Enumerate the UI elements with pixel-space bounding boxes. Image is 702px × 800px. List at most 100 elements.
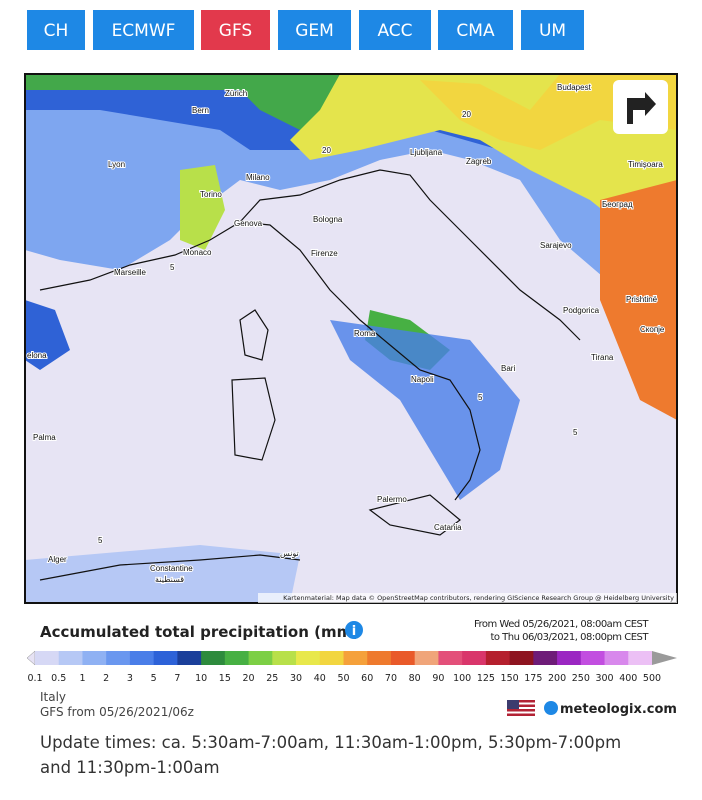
bar-segment [224, 651, 250, 665]
city-label: Firenze [311, 249, 338, 258]
tab-label: ACC [377, 21, 412, 41]
city-label: elona [27, 351, 47, 360]
tab-bg [521, 10, 584, 50]
tab-bg [93, 10, 194, 50]
city-label: Zürich [225, 89, 247, 98]
bar-segment [58, 651, 83, 665]
brand[interactable]: meteologix.com [560, 702, 677, 717]
legend-label: 200 [548, 673, 566, 684]
legend-label: 0.5 [51, 673, 66, 684]
period: From Wed 05/26/2021, 08:00am CEST [474, 619, 649, 630]
legend-title: Accumulated total precipitation (mm) [40, 623, 359, 641]
bar-segment [438, 651, 463, 665]
bar-segment [485, 651, 511, 665]
map: Zürich Budapest Bern Lyon Ljubljana Zagr… [24, 73, 678, 604]
tab[interactable]: ECMWF [93, 10, 194, 50]
bar-segment [580, 651, 606, 665]
tab[interactable]: CH [27, 10, 85, 50]
bar-segment [604, 651, 629, 665]
info-icon[interactable]: i [345, 621, 363, 639]
city-label: Ljubljana [410, 148, 443, 157]
bar-segment [106, 651, 131, 665]
contour-label: 5 [478, 393, 483, 402]
bar-segment [509, 651, 534, 665]
bar-segment [390, 651, 416, 665]
update-times: and 11:30pm-1:00am [40, 758, 220, 777]
bar-segment [343, 651, 368, 665]
city-label: Catania [434, 523, 462, 532]
city-label: Napoli [411, 375, 434, 384]
share-button[interactable] [613, 80, 668, 134]
bar-segment [129, 651, 155, 665]
bar-segment [462, 651, 487, 665]
bar-segment [272, 651, 297, 665]
legend-label: 100 [453, 673, 471, 684]
tab[interactable]: GFS [201, 10, 270, 50]
city-label: Timișoara [628, 160, 663, 169]
city-label: Milano [246, 173, 270, 182]
bar-segment [201, 651, 226, 665]
legend-label: 500 [643, 673, 661, 684]
legend-label: 7 [174, 673, 180, 684]
city-label: تونس [280, 549, 299, 558]
bar-arrow [652, 651, 677, 665]
city-label: Zagreb [466, 157, 492, 166]
city-label: Palma [33, 433, 56, 442]
city-label: Roma [354, 329, 376, 338]
city-label: Genova [234, 219, 263, 228]
bar-segment [296, 651, 321, 665]
city-label: Torino [200, 190, 222, 199]
legend-label: 25 [266, 673, 278, 684]
tab[interactable]: ACC [359, 10, 431, 50]
legend-label: 400 [619, 673, 637, 684]
update-times: Update times: ca. 5:30am-7:00am, 11:30am… [40, 733, 621, 752]
city-label: Constantine [150, 564, 193, 573]
contour-label: 5 [573, 428, 578, 437]
legend-label: 125 [477, 673, 495, 684]
bar-segment [367, 651, 392, 665]
legend-label: 1 [79, 673, 85, 684]
tab-bg [201, 10, 270, 50]
city-label: Marseille [114, 268, 147, 277]
flag [507, 700, 535, 716]
legend-label: 30 [290, 673, 302, 684]
city-label: Београд [602, 200, 633, 209]
bar-segment [533, 651, 558, 665]
legend-label: 175 [524, 673, 542, 684]
tab-label: GEM [295, 21, 334, 41]
city-label: Bologna [313, 215, 343, 224]
tab[interactable]: CMA [438, 10, 513, 50]
tab-bg [359, 10, 431, 50]
legend-label: 80 [409, 673, 421, 684]
bar-segment [177, 651, 202, 665]
legend-label: 5 [151, 673, 157, 684]
bar-segment [153, 651, 178, 665]
bar-segment [248, 651, 273, 665]
bar-segment [628, 651, 653, 665]
city-label: Prishtinë [626, 295, 658, 304]
tab-label: ECMWF [112, 21, 176, 41]
tab-label: CH [44, 21, 69, 41]
svg-text:i: i [352, 624, 356, 639]
tab[interactable]: UM [521, 10, 584, 50]
city-label: Monaco [183, 248, 212, 257]
city-label: Sarajevo [540, 241, 572, 250]
bar-arrow [26, 650, 36, 666]
contour-label: 5 [98, 536, 103, 545]
bar-segment [82, 651, 107, 665]
legend-label: 2 [103, 673, 109, 684]
legend-label: 90 [432, 673, 444, 684]
tab-label: GFS [219, 21, 252, 41]
tab[interactable]: GEM [278, 10, 351, 50]
city-label: Palermo [377, 495, 407, 504]
legend-label: 0.1 [27, 673, 42, 684]
city-label: قسنطينة [155, 575, 184, 584]
tab-bg [278, 10, 351, 50]
contour-label: 5 [170, 263, 175, 272]
city-label: Bern [192, 106, 209, 115]
legend-label: 60 [361, 673, 373, 684]
legend-label: 10 [195, 673, 207, 684]
city-label: Budapest [557, 83, 592, 92]
